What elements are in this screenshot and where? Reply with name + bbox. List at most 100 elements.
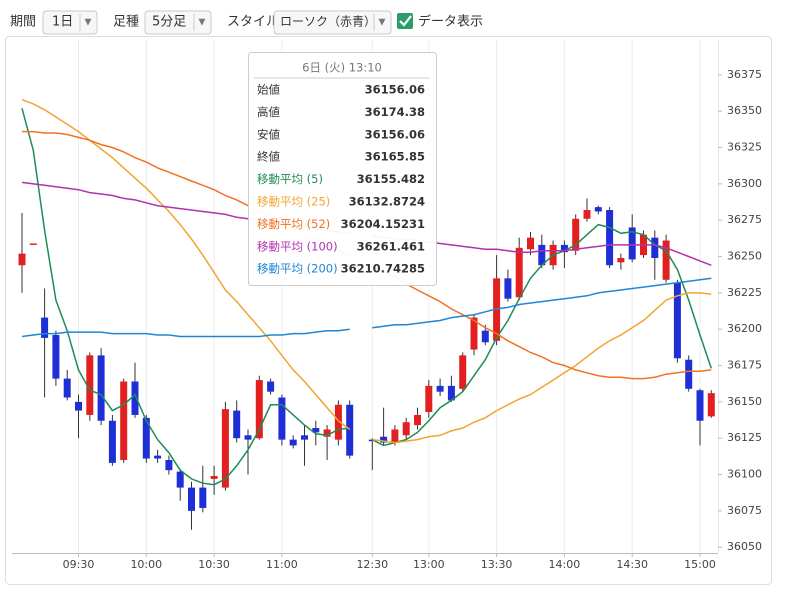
- tooltip-label: 始値: [257, 83, 280, 97]
- show-data-checkbox[interactable]: [397, 13, 413, 29]
- candle-body: [323, 429, 331, 437]
- candle-body: [131, 381, 139, 415]
- y-tick-label: 36250: [727, 250, 762, 263]
- tooltip-value: 36132.8724: [349, 195, 425, 209]
- x-tick-label: 13:30: [481, 558, 513, 571]
- y-tick-label: 36075: [727, 504, 762, 517]
- candle-body: [154, 455, 162, 459]
- tooltip-value: 36174.38: [365, 105, 425, 119]
- y-tick-label: 36325: [727, 141, 762, 154]
- x-tick-label: 10:00: [130, 558, 162, 571]
- candle-body: [312, 428, 320, 433]
- plot: 36050 36075 36100 36125 36150 36175 36200 36225…: [12, 40, 762, 571]
- tooltip-value: 36156.06: [365, 127, 425, 141]
- tooltip-label: 終値: [257, 150, 280, 164]
- x-tick-label: 12:30: [356, 558, 388, 571]
- candle-body: [86, 355, 94, 415]
- tooltip-label: 高値: [257, 105, 280, 119]
- candle-body: [380, 436, 388, 443]
- candle-body: [594, 207, 602, 212]
- moving-average-line: [21, 328, 350, 338]
- candle-body: [538, 244, 546, 266]
- candle-body: [142, 417, 150, 459]
- candle-body: [52, 335, 60, 379]
- candle-body: [673, 282, 681, 359]
- x-tick-label: 15:00: [684, 558, 716, 571]
- candle-body: [470, 317, 478, 350]
- y-tick-label: 36150: [727, 395, 762, 408]
- candle-body: [617, 257, 625, 263]
- candle-body: [210, 475, 218, 479]
- arrow: ▼: [199, 18, 206, 28]
- candle-body: [75, 401, 82, 411]
- period-value: 1日: [52, 15, 73, 30]
- candle-body: [504, 278, 512, 299]
- candle-body: [707, 393, 715, 417]
- candle-body: [481, 330, 489, 343]
- bar-value: 5分足: [152, 15, 186, 30]
- bar-label: 足種: [113, 14, 139, 30]
- candle-body: [402, 422, 410, 436]
- y-tick-label: 36100: [727, 468, 762, 481]
- tooltip-value: 36210.74285: [341, 262, 425, 276]
- tooltip-label: 移動平均 (100): [257, 239, 338, 253]
- tooltip-value: 36165.85: [365, 150, 425, 164]
- period-select[interactable]: [42, 10, 98, 35]
- candle-body: [696, 390, 704, 421]
- candle-body: [628, 227, 636, 260]
- tooltip-rows: 始値 36156.06 高値 36174.38 安値 36156.06 終値 36165.85…: [257, 83, 425, 276]
- tooltip-value: 36155.482: [357, 172, 425, 186]
- tooltip-title: 6日 (火) 13:10: [302, 61, 382, 75]
- candle-body: [199, 487, 207, 508]
- chart-frame: [5, 36, 772, 585]
- tooltip-label: 移動平均 (25): [257, 195, 330, 209]
- checkmark: [399, 15, 412, 27]
- arrow: ▼: [85, 18, 92, 28]
- x-tick-label: 14:00: [549, 558, 581, 571]
- candle-body: [97, 355, 105, 421]
- style-label: スタイル: [227, 15, 279, 30]
- y-tick-label: 36375: [727, 68, 762, 81]
- period-label: 期間: [10, 15, 36, 30]
- candle-body: [436, 385, 444, 392]
- candle-body: [527, 237, 534, 250]
- checkbox-box: [397, 13, 413, 29]
- style-select[interactable]: [273, 10, 392, 35]
- y-tick-label: 36050: [727, 540, 762, 553]
- style-value: ローソク（赤青）: [280, 15, 376, 29]
- show-data-label: データ表示: [418, 14, 483, 30]
- candle-body: [459, 355, 467, 389]
- tooltip-value: 36156.06: [365, 83, 425, 97]
- candle-body: [334, 404, 342, 440]
- candle-body: [29, 243, 37, 245]
- candle-body: [662, 240, 670, 280]
- moving-average-line: [21, 98, 351, 431]
- moving-average-line: [371, 264, 712, 380]
- candle-body: [278, 397, 286, 440]
- candle-body: [120, 381, 128, 460]
- y-tick-label: 36225: [727, 286, 762, 299]
- candle-body: [414, 414, 421, 426]
- candle-body: [108, 420, 116, 463]
- candle-body: [572, 218, 580, 251]
- x-tick-label: 11:00: [266, 558, 298, 571]
- candle-body: [244, 435, 252, 440]
- candle-body: [651, 237, 659, 258]
- x-tick-label: 10:30: [198, 558, 230, 571]
- moving-average-line: [372, 292, 712, 444]
- x-tick-label: 14:30: [616, 558, 648, 571]
- candle-body: [447, 385, 455, 401]
- candle-body: [425, 385, 433, 413]
- tooltip: 6日 (火) 13:10 始値 36156.06 高値 36174.38 安値 36156…: [248, 52, 437, 286]
- tooltip-label: 移動平均 (5): [257, 172, 323, 186]
- y-tick-label: 36125: [727, 431, 762, 444]
- candle-body: [606, 210, 614, 266]
- candle-body: [346, 404, 354, 456]
- y-tick-label: 36275: [727, 213, 762, 226]
- candle-body: [289, 439, 297, 446]
- x-tick-label: 13:00: [413, 558, 445, 571]
- candle-body: [176, 471, 184, 488]
- tooltip-label: 安値: [257, 127, 280, 141]
- candle-body: [63, 378, 71, 398]
